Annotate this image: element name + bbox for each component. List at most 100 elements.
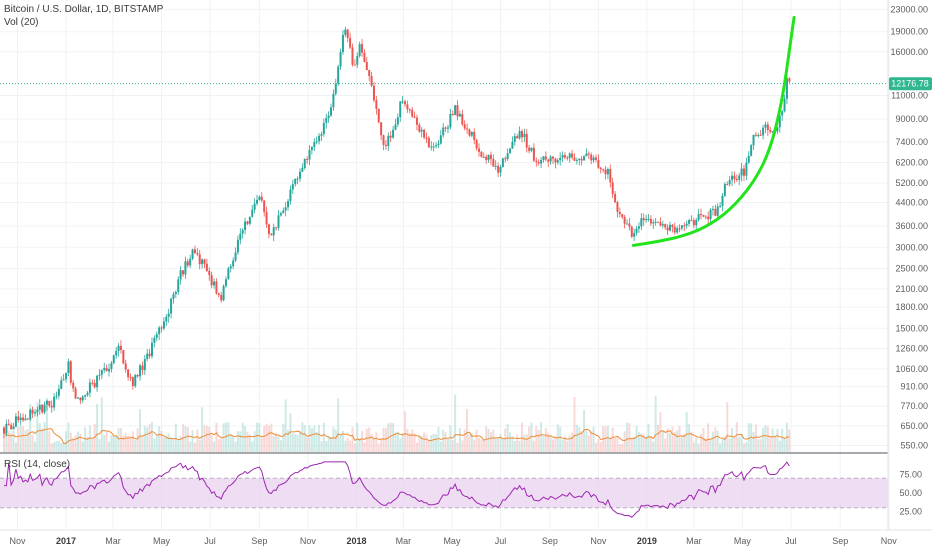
candle-down [380,122,383,136]
candle-up [184,261,187,275]
volume-bar [167,433,170,452]
volume-bar [470,433,473,452]
candle-up [158,327,161,335]
candle-up [320,134,323,136]
candle-down [473,131,476,140]
volume-bar [131,431,134,452]
volume-bar [62,442,65,452]
candle-up [738,175,741,180]
volume-bar [65,431,68,452]
candle-up [222,286,225,301]
volume-bar [368,427,371,452]
candle-up [296,178,299,180]
candle-down [759,134,762,136]
volume-bar [719,443,722,452]
candle-down [186,261,189,266]
candle-up [134,375,137,387]
volume-bar [215,422,218,452]
volume-bar [112,435,115,452]
candle-up [764,124,767,128]
rsi-series-line [4,461,790,518]
volume-bar [442,429,445,452]
candle-down [182,270,185,275]
volume-bar [518,440,521,452]
candle-up [470,131,473,136]
volume-bar [165,435,168,452]
volume-bar [657,424,660,452]
volume-bar [155,435,158,452]
candle-up [251,209,254,217]
candle-down [671,224,674,227]
candle-up [530,147,533,151]
price-tick-label: 1060.00 [895,364,928,374]
candle-up [680,225,683,229]
volume-bar [244,426,247,452]
price-tick-label: 1500.00 [895,323,928,333]
candle-down [79,397,82,401]
candle-up [556,160,559,163]
candle-down [616,202,619,212]
candle-up [234,252,237,261]
volume-bar [139,409,142,452]
candle-down [365,62,368,71]
volume-bar [380,438,383,452]
volume-bar [227,422,230,452]
candle-up [241,229,244,234]
candle-up [499,166,502,173]
volume-bar [475,429,478,452]
volume-bar [716,430,719,452]
candle-up [446,127,449,129]
candle-up [771,131,774,133]
candle-up [139,365,142,377]
volume-ma [3,428,790,444]
volume-bar [437,426,440,452]
volume-bar [711,431,714,452]
volume-bar [466,408,469,452]
volume-bar [444,432,447,452]
time-tick-label: 2017 [56,536,76,546]
candle-up [716,206,719,216]
volume-bar [177,439,180,452]
candle-up [776,127,779,132]
candle-up [437,143,440,146]
volume-bar [499,434,502,452]
candle-up [740,168,743,176]
candle-down [122,349,125,364]
volume-bars [2,394,791,452]
volume-bar [96,403,99,452]
volume-bar [554,435,557,452]
volume-bar [516,434,519,452]
candle-up [284,207,287,211]
time-tick-label: May [443,536,461,546]
volume-bar [673,432,676,452]
candle-down [141,365,144,371]
candle-down [599,167,602,170]
volume-bar [637,432,640,452]
volume-bar [2,426,5,452]
candle-down [666,227,669,231]
candles [2,26,791,439]
candle-up [108,369,111,372]
volume-bar [270,423,273,452]
volume-bar [332,427,335,452]
candle-up [150,342,153,357]
volume-bar [282,423,285,452]
volume-bar [723,436,726,452]
volume-bar [81,441,84,452]
volume-bar [36,402,39,452]
volume-bar [668,433,671,452]
time-tick-label: Mar [105,536,121,546]
candle-down [415,117,418,125]
volume-bar [356,422,359,452]
volume-bar [191,430,194,452]
volume-bar [256,422,259,452]
candle-up [430,146,433,148]
candle-down [594,157,597,160]
time-tick-label: Sep [542,536,558,546]
rsi-line [4,461,790,518]
candle-down [525,133,528,148]
candle-up [279,213,282,216]
candle-up [676,228,679,233]
candle-up [442,127,445,136]
candle-up [626,223,629,225]
